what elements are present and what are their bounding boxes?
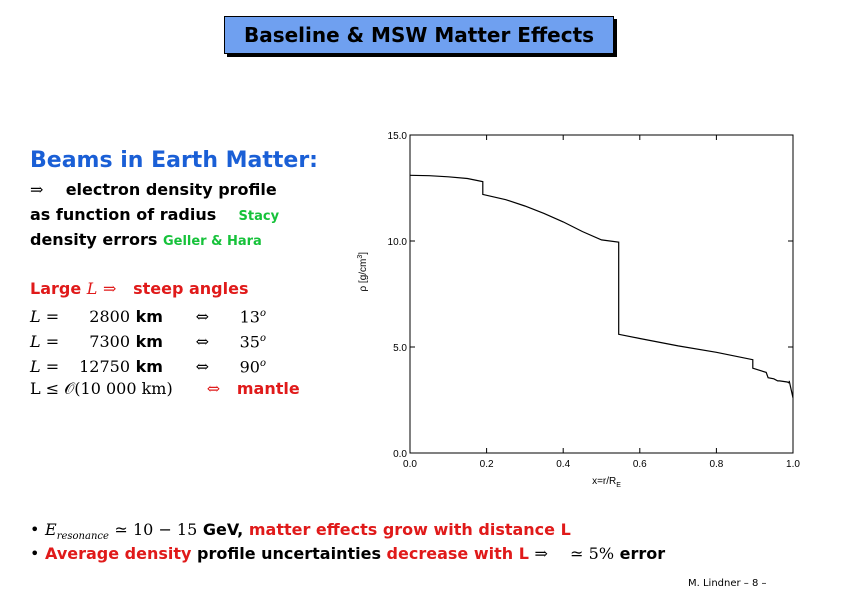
row-value: 7300 — [89, 332, 130, 352]
chart-series — [409, 174, 794, 399]
y-tick-label: 0.0 — [393, 449, 407, 460]
line-large-L: Large L ⇒ steep angles — [30, 276, 350, 301]
row-angle: 13 — [239, 307, 260, 327]
L-symbol: L — [86, 279, 98, 298]
implies-arrow: ⇒ — [534, 544, 548, 563]
chart-ticks: 0.0 0.2 0.4 0.6 0.8 1.0 0.0 5.0 10.0 15.0 — [388, 131, 801, 470]
y-tick-label: 5.0 — [393, 343, 407, 354]
slide-title: Baseline & MSW Matter Effects — [224, 16, 614, 54]
row-deg: o — [259, 358, 266, 369]
mantle-text: mantle — [236, 379, 300, 398]
row-iff: ⇔ — [195, 307, 209, 327]
stacy-reference: Stacy — [238, 209, 280, 224]
x-tick-label: 0.0 — [403, 459, 417, 470]
e-symbol: E — [45, 520, 57, 539]
x-tick-label: 0.4 — [556, 459, 570, 470]
mantle-row: L ≤ 𝒪(10 000 km) ⇔ mantle — [30, 376, 350, 401]
five-percent: ≃ 5% — [570, 544, 615, 563]
bottom-bullets: • Eresonance ≃ 10 − 15 GeV, matter effec… — [30, 518, 665, 566]
left-text-block: Beams in Earth Matter: ⇒ electron densit… — [30, 148, 350, 401]
density-curve — [409, 174, 794, 399]
resonance-range: ≃ 10 − 15 — [114, 520, 198, 539]
x-tick-label: 1.0 — [786, 459, 800, 470]
mantle-iff: ⇔ — [206, 379, 221, 398]
slide-footer: M. Lindner – 8 – — [688, 578, 767, 589]
function-radius-text: as function of radius — [30, 205, 217, 224]
baseline-row: L = 7300 km ⇔ 35o — [30, 326, 350, 351]
row-iff: ⇔ — [195, 332, 209, 352]
row-iff: ⇔ — [195, 357, 209, 377]
baseline-row: L = 2800 km ⇔ 13o — [30, 301, 350, 326]
resonance-subscript: resonance — [56, 531, 109, 543]
profile-uncertainties-text: profile uncertainties — [197, 544, 381, 563]
row-angle: 90 — [239, 357, 260, 377]
y-tick-label: 15.0 — [388, 131, 408, 142]
row-lhs: L = — [30, 307, 60, 327]
row-lhs: L = — [30, 357, 60, 377]
x-tick-label: 0.6 — [633, 459, 647, 470]
row-lhs: L = — [30, 332, 60, 352]
bullet-resonance: • Eresonance ≃ 10 − 15 GeV, matter effec… — [30, 520, 571, 543]
y-tick-label: 10.0 — [388, 237, 408, 248]
mantle-lhs: L ≤ 𝒪(10 000 km) — [30, 379, 173, 398]
x-tick-label: 0.8 — [709, 459, 723, 470]
plot-border — [409, 134, 794, 454]
baseline-row: L = 12750 km ⇔ 90o — [30, 351, 350, 376]
row-deg: o — [259, 308, 266, 319]
section-heading: Beams in Earth Matter: — [30, 148, 318, 173]
decrease-text: decrease with L — [386, 544, 529, 563]
row-unit: km — [135, 332, 163, 352]
line-electron-density: ⇒ electron density profile — [30, 177, 350, 202]
row-angle: 35 — [239, 332, 260, 352]
y-axis-label: ρ [g/cm3] — [357, 252, 369, 292]
average-density-text: Average density — [45, 544, 192, 563]
density-profile-chart: 0.0 0.2 0.4 0.6 0.8 1.00.05.010.015.0 x=r/RE … — [357, 131, 801, 489]
row-value: 12750 — [79, 357, 130, 377]
row-deg: o — [259, 333, 266, 344]
chart-frame — [409, 134, 794, 454]
x-axis-label: x=r/RE — [592, 476, 621, 489]
large-arrow: ⇒ — [102, 279, 117, 298]
x-tick-label: 0.2 — [480, 459, 494, 470]
row-unit: km — [135, 357, 163, 377]
row-unit: km — [135, 307, 163, 327]
density-errors-text: density errors — [30, 230, 158, 249]
electron-density-text: electron density profile — [65, 180, 277, 199]
steep-angles-text: steep angles — [133, 279, 249, 298]
gev-text: GeV, — [202, 520, 244, 539]
line-function-radius: as function of radius Stacy — [30, 202, 350, 227]
matter-effects-text: matter effects grow with distance L — [248, 520, 571, 539]
error-text: error — [619, 544, 666, 563]
bullet-average-density: • Average density profile uncertainties … — [30, 544, 666, 563]
implies-arrow: ⇒ — [30, 180, 44, 199]
row-value: 2800 — [89, 307, 130, 327]
geller-hara-reference: Geller & Hara — [162, 234, 262, 249]
line-density-errors: density errors Geller & Hara — [30, 227, 350, 252]
large-text: Large — [30, 279, 82, 298]
